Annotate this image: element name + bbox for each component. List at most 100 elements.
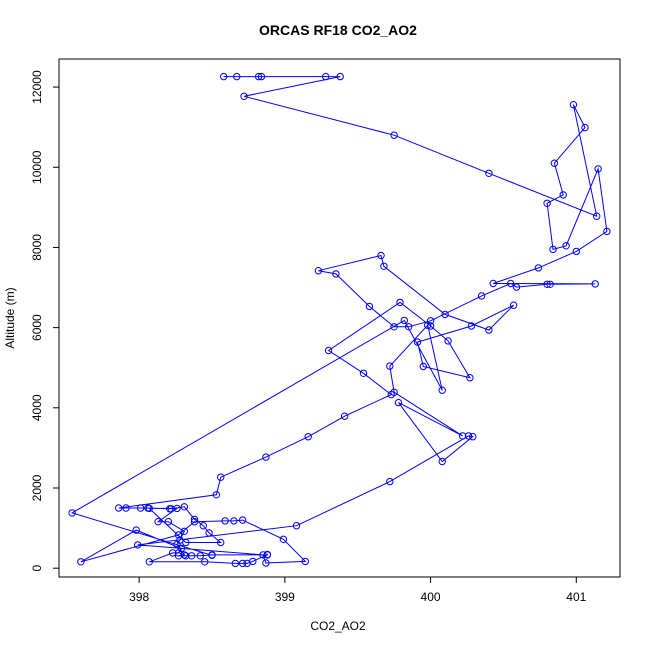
data-point <box>365 302 374 311</box>
data-point <box>173 504 181 513</box>
data-point <box>233 72 241 81</box>
data-point <box>240 92 248 101</box>
series-layer <box>68 72 611 568</box>
data-point <box>145 504 154 513</box>
data-point <box>177 544 186 553</box>
data-point <box>581 123 589 132</box>
data-point <box>394 398 403 407</box>
data-point <box>485 326 493 334</box>
data-point <box>377 251 385 260</box>
data-point <box>292 522 301 530</box>
data-point <box>332 270 340 278</box>
data-point <box>458 432 467 440</box>
data-point <box>390 388 398 396</box>
data-point <box>594 165 602 173</box>
y-tick-label: 8000 <box>30 234 44 261</box>
data-point <box>304 433 312 441</box>
data-point <box>466 374 474 382</box>
data-point <box>543 199 551 208</box>
data-point <box>559 191 567 199</box>
x-tick-label: 399 <box>275 590 295 604</box>
data-point <box>154 518 162 526</box>
x-axis-label: CO2_AO2 <box>310 619 366 633</box>
data-point <box>512 283 521 291</box>
data-point <box>438 386 446 394</box>
y-axis: 0 2000 4000 6000 8000 10000 12000 <box>30 70 59 572</box>
data-point <box>220 72 228 81</box>
data-point <box>336 72 344 81</box>
data-point <box>301 557 309 566</box>
data-point <box>77 558 85 566</box>
data-point <box>115 504 123 512</box>
plot-frame <box>58 58 621 578</box>
data-point <box>190 518 199 526</box>
y-tick-label: 6000 <box>30 314 44 341</box>
data-point <box>173 540 181 549</box>
y-tick-label: 0 <box>30 565 44 572</box>
data-point <box>324 346 333 355</box>
x-tick-label: 398 <box>129 590 149 604</box>
data-point <box>169 549 177 557</box>
data-point <box>262 559 270 567</box>
data-point <box>424 321 432 329</box>
data-point <box>549 245 557 254</box>
series-line <box>70 76 608 564</box>
data-point <box>550 159 559 167</box>
data-point <box>485 169 493 178</box>
data-point <box>441 310 449 319</box>
x-axis: 398 399 400 401 <box>129 577 587 604</box>
data-point <box>489 279 497 288</box>
data-point <box>238 516 247 524</box>
data-point <box>190 515 199 523</box>
data-point <box>569 101 578 109</box>
data-point <box>167 505 175 513</box>
data-point <box>603 227 611 236</box>
data-point <box>386 477 394 486</box>
data-point <box>145 558 154 566</box>
data-point <box>199 522 208 530</box>
data-point <box>231 559 240 568</box>
data-point <box>593 212 601 220</box>
data-point <box>217 538 225 547</box>
data-point <box>380 262 388 270</box>
data-point <box>591 280 599 288</box>
data-point <box>174 531 183 539</box>
data-point <box>279 535 288 543</box>
data-point <box>477 292 486 300</box>
data-point <box>543 280 551 288</box>
data-point <box>322 72 330 81</box>
data-point <box>262 453 270 461</box>
data-point <box>187 552 196 560</box>
data-point <box>419 362 427 371</box>
x-tick-label: 400 <box>421 590 441 604</box>
y-tick-label: 2000 <box>30 474 44 501</box>
data-point <box>174 552 183 560</box>
data-point <box>426 322 435 330</box>
data-point <box>68 509 76 517</box>
data-point <box>340 412 349 420</box>
data-point <box>263 550 272 559</box>
data-point <box>359 369 368 377</box>
data-point <box>413 338 422 346</box>
y-tick-label: 10000 <box>30 150 44 184</box>
y-tick-label: 4000 <box>30 394 44 421</box>
data-point <box>180 527 189 535</box>
data-point <box>205 529 213 537</box>
data-point <box>507 279 515 288</box>
x-tick-label: 401 <box>566 590 586 604</box>
data-point <box>238 559 247 568</box>
data-point <box>257 72 266 81</box>
data-point <box>259 551 267 559</box>
y-axis-label: Altitude (m) <box>3 287 17 348</box>
data-point <box>201 558 209 566</box>
data-point <box>230 517 238 525</box>
data-point <box>562 242 570 250</box>
data-point <box>182 552 190 560</box>
data-point <box>467 322 476 330</box>
data-point <box>464 432 473 440</box>
data-point <box>208 551 216 559</box>
data-point <box>405 323 413 331</box>
data-point <box>212 491 221 499</box>
data-point <box>390 323 398 331</box>
